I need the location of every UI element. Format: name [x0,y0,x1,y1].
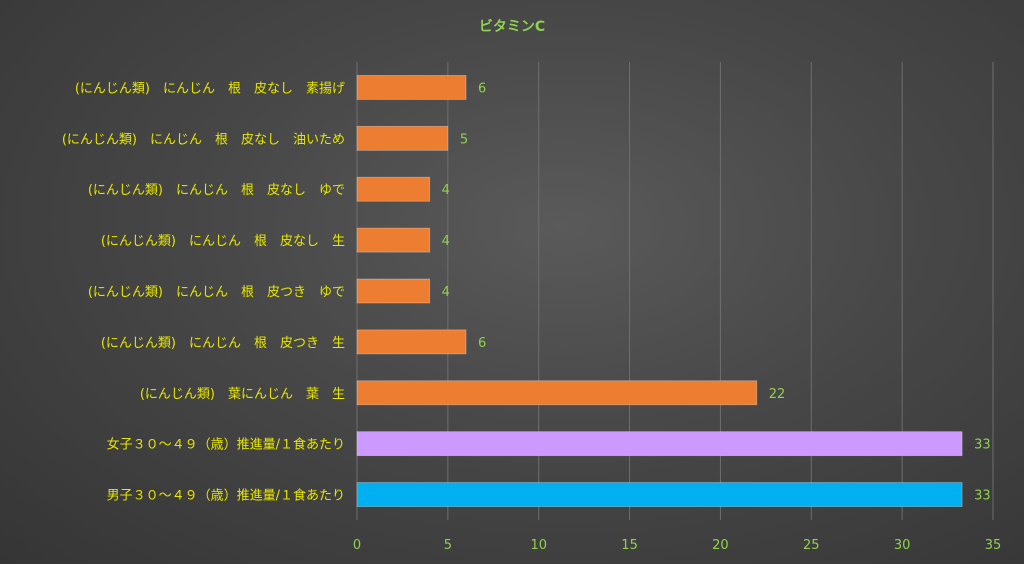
data-label: 4 [442,183,450,198]
x-tick-label: 35 [985,538,1002,553]
data-label: 33 [974,438,991,453]
bar [356,431,963,457]
data-label: 6 [478,81,486,96]
x-tick-label: 30 [894,538,911,553]
category-label: (にんじん類) にんじん 根 皮なし 生 [101,234,345,249]
bar [356,380,758,406]
category-label: 男子３０～４９（歳）推進量/１食あたり [107,488,345,504]
data-label: 6 [478,336,486,351]
data-label: 4 [442,234,450,249]
bar [356,227,431,253]
x-tick-label: 15 [621,538,638,553]
x-tick-label: 25 [803,538,820,553]
x-tick-label: 5 [444,538,452,553]
category-label: (にんじん類) 葉にんじん 葉 生 [140,387,345,402]
bars [356,75,963,507]
category-label: (にんじん類) にんじん 根 皮なし ゆで [88,183,345,198]
category-label: (にんじん類) にんじん 根 皮なし 素揚げ [75,80,345,96]
x-tick-label: 20 [712,538,729,553]
chart-title: ビタミンC [479,19,545,35]
category-label: 女子３０～４９（歳）推進量/１食あたり [107,437,345,453]
data-label: 4 [442,285,450,300]
x-tick-label: 0 [353,538,361,553]
category-label: (にんじん類) にんじん 根 皮つき ゆで [88,285,345,300]
bar [356,176,431,202]
x-tick-label: 10 [530,538,547,553]
labels: 0 5 10 15 20 25 30 35 (にんじん類) にんじん 根 皮なし 素揚げ 6 (にん… [62,80,1001,553]
data-label: 33 [974,489,991,504]
bar [356,75,467,100]
data-label: 22 [769,387,786,402]
category-label: (にんじん類) にんじん 根 皮つき 生 [101,336,345,351]
category-label: (にんじん類) にんじん 根 皮なし 油いため [62,132,345,147]
bar [356,125,449,151]
bar [356,278,431,304]
data-label: 5 [460,132,468,147]
bar [356,482,963,507]
bar [356,329,467,355]
